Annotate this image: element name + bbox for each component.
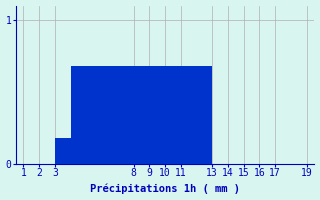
Bar (55, 138, 71, 164)
Bar (165, 66, 181, 164)
Bar (102, 66, 118, 164)
X-axis label: Précipitations 1h ( mm ): Précipitations 1h ( mm ) (90, 184, 240, 194)
Bar (149, 66, 165, 164)
Bar (71, 66, 86, 164)
Bar (118, 66, 133, 164)
Bar (133, 66, 149, 164)
Bar (196, 66, 212, 164)
Bar (181, 66, 196, 164)
Bar (86, 66, 102, 164)
